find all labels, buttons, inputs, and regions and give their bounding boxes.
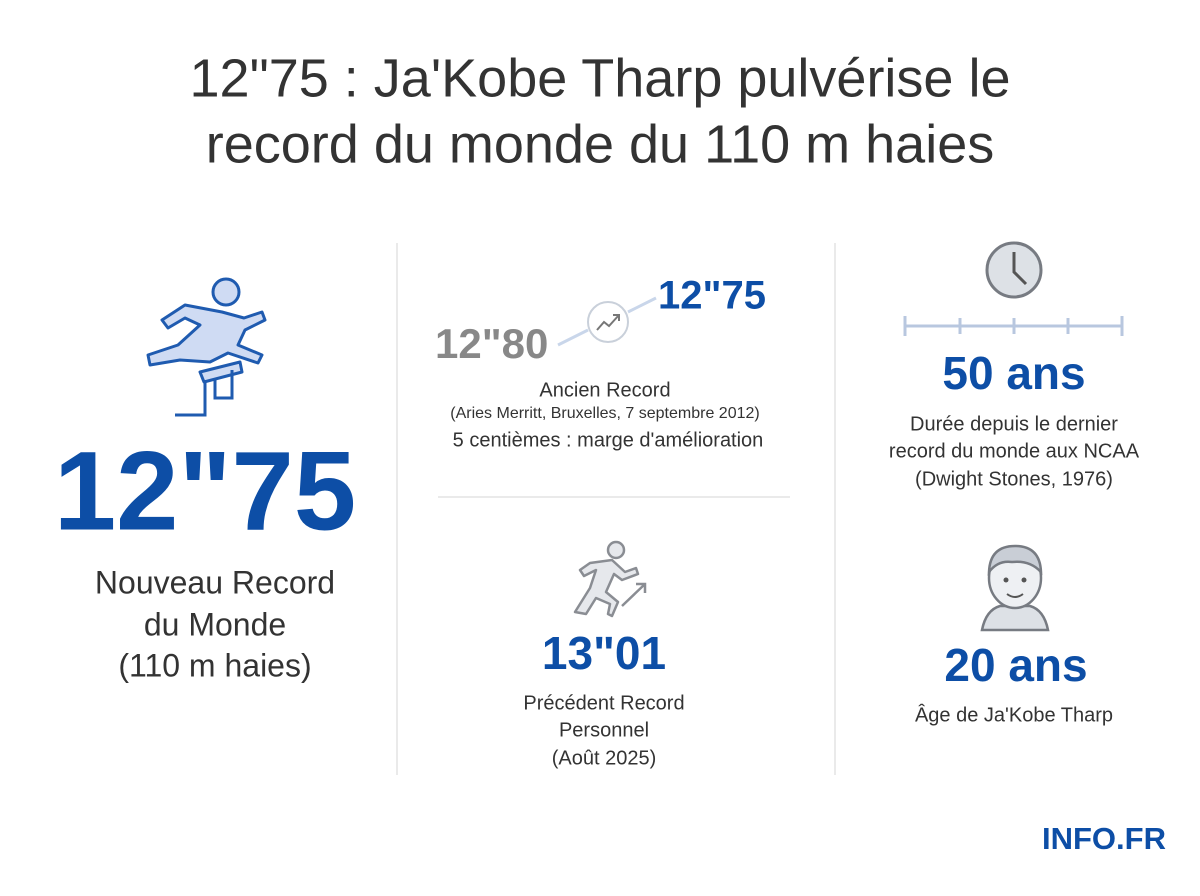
runner-icon bbox=[573, 540, 647, 618]
label: (Dwight Stones, 1976) bbox=[915, 468, 1113, 490]
label: Durée depuis le dernier bbox=[910, 413, 1118, 435]
timeline bbox=[903, 316, 1124, 336]
person-icon bbox=[980, 544, 1050, 632]
sub-label: (Aries Merritt, Bruxelles, 7 septembre 2… bbox=[450, 405, 759, 422]
title-line: 12"75 : Ja'Kobe Tharp pulvérise le bbox=[190, 48, 1011, 108]
connector bbox=[557, 328, 589, 347]
label: Âge de Ja'Kobe Tharp bbox=[915, 703, 1113, 726]
trend-icon bbox=[587, 301, 629, 343]
record-label: (110 m haies) bbox=[118, 647, 311, 683]
connector bbox=[627, 296, 657, 314]
label: Ancien Record bbox=[539, 379, 670, 401]
hurdler-icon bbox=[146, 277, 267, 417]
label: Précédent Record bbox=[523, 692, 684, 714]
old-record: 12"80 bbox=[435, 320, 548, 367]
label: record du monde aux NCAA bbox=[889, 440, 1140, 462]
years-value: 50 ans bbox=[942, 347, 1085, 399]
pb-value: 13"01 bbox=[542, 627, 666, 679]
label: (Août 2025) bbox=[552, 747, 657, 769]
age-value: 20 ans bbox=[944, 639, 1087, 691]
record-label: Nouveau Record bbox=[95, 564, 335, 600]
brand: INFO.FR bbox=[1042, 821, 1166, 856]
clock-icon bbox=[985, 241, 1043, 299]
label: Personnel bbox=[559, 719, 649, 741]
new-record: 12"75 bbox=[658, 274, 766, 318]
record-value: 12"75 bbox=[54, 429, 356, 554]
title-line: record du monde du 110 m haies bbox=[206, 114, 994, 174]
record-label: du Monde bbox=[144, 606, 286, 642]
label: 5 centièmes : marge d'amélioration bbox=[453, 429, 764, 451]
